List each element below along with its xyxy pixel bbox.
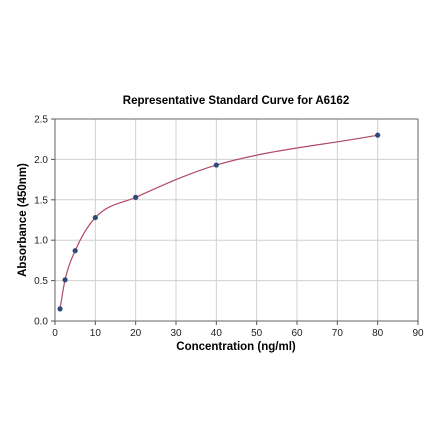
y-axis: 0.0 0.5 1.0 1.5 2.0 2.5 [34,115,55,328]
x-tick-label: 30 [170,328,182,339]
fit-curve [59,134,378,309]
y-tick-label: 1.0 [34,236,48,247]
data-points [57,132,381,312]
x-tick-label: 70 [332,328,344,339]
x-tick-label: 10 [90,328,102,339]
data-point [133,194,139,200]
y-tick-label: 0.5 [34,276,48,287]
x-tick-label: 50 [251,328,263,339]
grid [54,118,419,322]
data-point [62,277,68,283]
x-tick-label: 80 [372,328,384,339]
x-tick-label: 20 [130,328,142,339]
y-tick-label: 1.5 [34,195,48,206]
x-axis: 0 10 20 30 40 50 60 70 80 90 [52,321,424,339]
y-tick-label: 2.0 [34,155,48,166]
data-point [213,162,219,168]
data-point [92,214,98,221]
plot-frame [54,118,419,322]
x-tick-label: 90 [412,328,424,339]
y-axis-label: Absorbance (450nm) [17,163,29,277]
x-tick-label: 40 [211,328,223,339]
y-tick-label: 0.0 [34,317,48,328]
x-tick-label: 60 [291,328,303,339]
data-point [375,132,381,138]
x-axis-label: Concentration (ng/ml) [176,341,296,353]
y-tick-label: 2.5 [34,115,48,126]
data-point [57,306,63,312]
chart-title: Representative Standard Curve for A6162 [123,95,349,107]
x-tick-label: 0 [52,328,58,339]
data-point [72,248,78,254]
